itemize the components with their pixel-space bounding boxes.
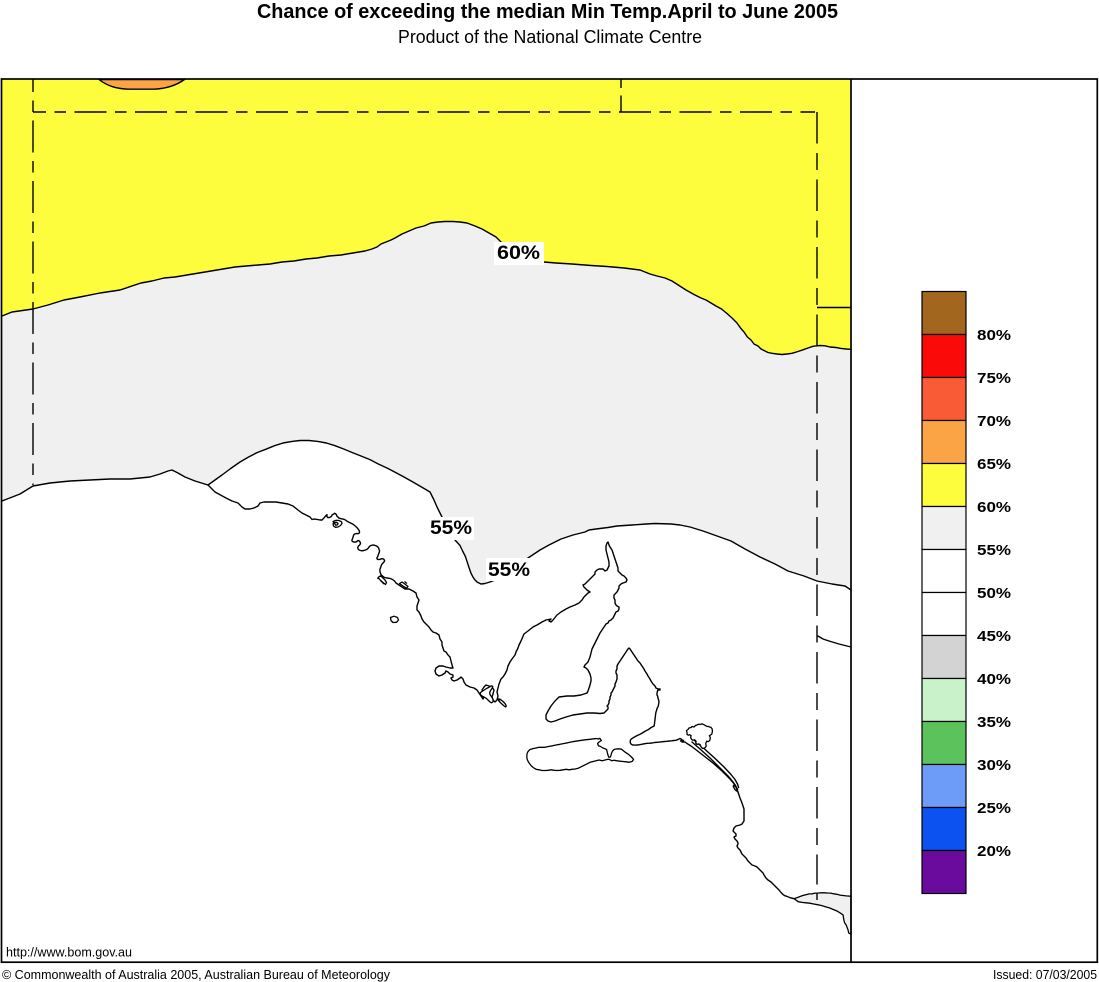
svg-text:65%: 65% <box>977 456 1011 473</box>
svg-text:30%: 30% <box>977 757 1011 774</box>
svg-text:© Commonwealth of Australia 20: © Commonwealth of Australia 2005, Austra… <box>2 968 391 982</box>
svg-text:Product of the National Climat: Product of the National Climate Centre <box>398 27 702 47</box>
svg-text:75%: 75% <box>977 370 1011 387</box>
svg-text:25%: 25% <box>977 800 1011 817</box>
svg-text:80%: 80% <box>977 327 1011 344</box>
svg-text:70%: 70% <box>977 413 1011 430</box>
svg-text:Issued: 07/03/2005: Issued: 07/03/2005 <box>993 968 1097 982</box>
svg-text:20%: 20% <box>977 843 1011 860</box>
svg-text:60%: 60% <box>977 499 1011 516</box>
svg-text:55%: 55% <box>488 560 530 581</box>
svg-text:40%: 40% <box>977 671 1011 688</box>
svg-text:50%: 50% <box>977 585 1011 602</box>
svg-text:35%: 35% <box>977 714 1011 731</box>
svg-text:http://www.bom.gov.au: http://www.bom.gov.au <box>6 946 132 960</box>
svg-text:Chance of exceeding the median: Chance of exceeding the median Min Temp.… <box>257 0 838 23</box>
svg-text:55%: 55% <box>977 542 1011 559</box>
svg-text:60%: 60% <box>497 243 540 264</box>
svg-text:55%: 55% <box>430 518 472 539</box>
svg-text:45%: 45% <box>977 628 1011 645</box>
